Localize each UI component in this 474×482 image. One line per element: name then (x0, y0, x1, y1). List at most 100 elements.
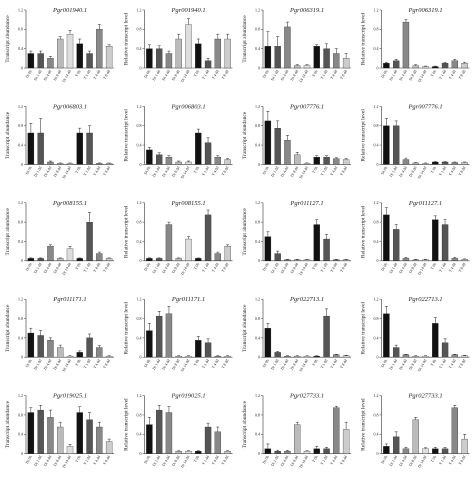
bar (155, 154, 163, 165)
y-tick-label: 1.2 (374, 297, 379, 302)
bar (303, 356, 311, 358)
y-tick-label: 0.8 (374, 220, 379, 225)
x-tick-label: T 8 dd (103, 69, 111, 80)
bar (76, 43, 83, 69)
x-tick-label: Di 1 dd (152, 69, 161, 81)
bar (175, 161, 182, 165)
x-tick-label: Di 4 dd (43, 455, 52, 467)
y-tick-label: 0.8 (374, 27, 379, 32)
y-tick-label: 0 (140, 65, 142, 70)
bar (146, 258, 153, 261)
x-tick-label: Di 1 dd (389, 359, 398, 371)
bar (284, 140, 291, 165)
bar (461, 63, 468, 69)
bar (294, 424, 301, 454)
y-tick-label: 0.8 (255, 123, 260, 128)
bar (224, 451, 231, 454)
x-tick-label: Di 0h (381, 166, 389, 175)
bar (86, 53, 93, 69)
bar (432, 161, 439, 165)
x-tick-label: Di 0h (262, 69, 270, 78)
chart-title: Pgr006319.1 (407, 7, 442, 14)
x-tick-label: Di 14 dd (62, 262, 72, 276)
x-tick-label: T 4 dd (211, 359, 219, 370)
y-tick-label: 0.8 (18, 123, 23, 128)
bar (195, 43, 202, 69)
bar (214, 156, 222, 165)
x-tick-label: T 4 dd (93, 166, 101, 177)
x-tick-label: T 1 dd (320, 455, 328, 466)
x-tick-label: T 1 dd (320, 69, 328, 80)
y-tick-label: 0.8 (137, 27, 142, 32)
x-tick-label: T 8 dd (103, 166, 111, 177)
y-tick-label: 0.8 (374, 123, 379, 128)
y-axis-label: Transcript abundance (5, 15, 11, 63)
chart-title: Pgr006803.1 (52, 103, 87, 110)
bar (66, 248, 74, 261)
y-axis-label: Relative transcript level (361, 205, 367, 258)
y-tick-label: 0 (21, 451, 23, 456)
x-tick-label: Di 0h (144, 455, 152, 464)
bar (86, 132, 93, 165)
x-tick-label: T 1 dd (83, 359, 91, 370)
x-tick-label: T 4 dd (211, 166, 219, 177)
x-tick-label: T 8 dd (458, 262, 466, 273)
x-tick-label: T 0h (312, 69, 319, 77)
x-tick-label: T 4 dd (330, 359, 338, 370)
bar (224, 38, 231, 69)
bar (185, 238, 192, 261)
bar (383, 214, 390, 261)
x-tick-label: T 0h (312, 166, 319, 174)
y-tick-label: 0.4 (374, 46, 379, 51)
bar (313, 46, 320, 69)
x-tick-label: Di 1 dd (33, 262, 42, 274)
bar (402, 21, 410, 69)
bar (323, 48, 330, 69)
x-tick-label: Di 0h (262, 166, 270, 175)
bar (195, 451, 202, 454)
x-tick-label: Di 8 dd (171, 166, 180, 178)
bar (185, 356, 192, 358)
bar (451, 258, 459, 261)
bar (204, 142, 212, 165)
bar (392, 436, 400, 454)
y-tick-label: 0.4 (255, 46, 260, 51)
x-tick-label: Di 1 dd (270, 166, 279, 178)
y-tick-label: 0.8 (137, 316, 142, 321)
bar (224, 159, 231, 165)
bar (146, 48, 153, 69)
x-tick-label: T 4 dd (93, 359, 101, 370)
y-tick-label: 0.4 (374, 432, 379, 437)
bar (86, 337, 93, 358)
bar (451, 162, 459, 165)
bar (37, 409, 44, 454)
x-tick-label: Di 14 dd (62, 359, 72, 373)
bar (47, 161, 54, 165)
x-tick-label: T 0h (193, 262, 200, 270)
x-tick-label: T 0h (193, 69, 200, 77)
x-tick-label: T 4 dd (448, 262, 456, 273)
y-tick-label: 0.8 (374, 412, 379, 417)
x-tick-label: T 4 dd (93, 69, 101, 80)
x-tick-label: T 0h (75, 262, 82, 270)
y-tick-label: 0 (140, 451, 142, 456)
x-tick-label: Di 14 dd (180, 166, 190, 180)
x-tick-label: Di 14 dd (299, 69, 309, 83)
chart-title: Pgr011127.1 (289, 200, 323, 207)
bar (57, 258, 64, 261)
x-tick-label: Di 0h (381, 69, 389, 78)
x-tick-label: Di 14 dd (417, 166, 427, 180)
x-tick-label: T 1 dd (83, 166, 91, 177)
x-tick-label: T 8 dd (340, 359, 348, 370)
x-tick-label: Di 4 dd (399, 69, 408, 81)
bar (66, 34, 74, 69)
bar (214, 253, 222, 261)
x-tick-label: Di 14 dd (299, 166, 309, 180)
bar (342, 355, 350, 358)
x-tick-label: T 0h (193, 166, 200, 174)
y-tick-label: 0 (21, 162, 23, 167)
y-tick-label: 1.2 (374, 7, 379, 12)
x-tick-label: Di 14 dd (180, 262, 190, 276)
x-tick-label: Di 4 dd (399, 359, 408, 371)
bar (333, 354, 340, 358)
